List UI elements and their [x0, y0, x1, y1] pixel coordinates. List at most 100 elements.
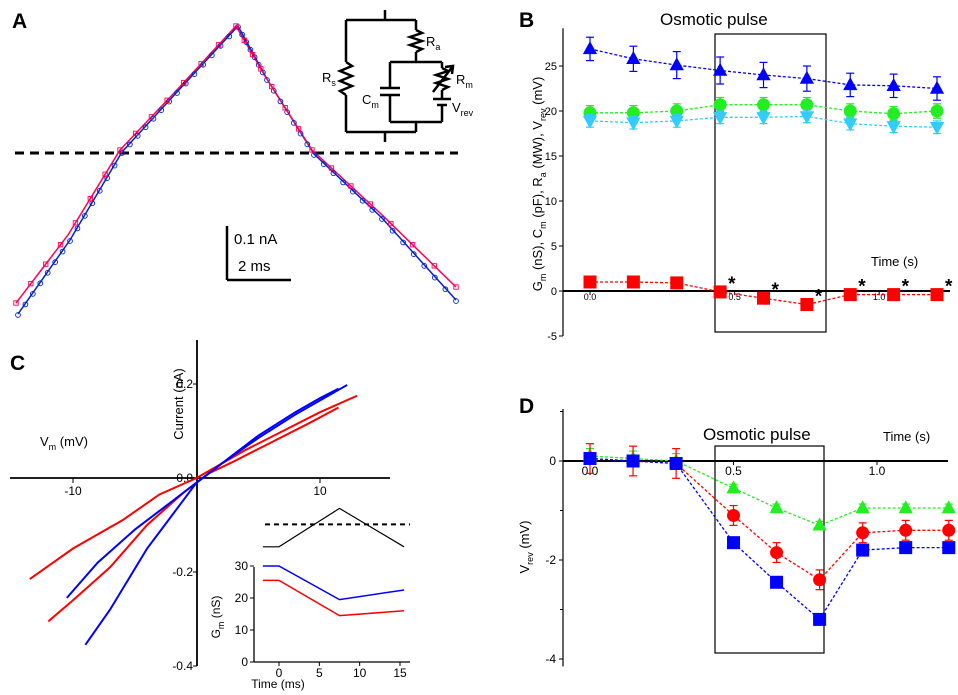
trace-fit-point-27 [215, 42, 222, 48]
trace-fit-point-3 [28, 280, 34, 287]
trace-fit-point-25 [198, 61, 204, 67]
panel-b-series-2-point-7 [843, 104, 857, 118]
panel-c-y-tick-label-3: -0.2 [172, 565, 193, 579]
trace-data-point-28 [226, 33, 233, 40]
panel-c-x-axis-title: Vm (mV) [40, 434, 88, 452]
trace-fit-point-17 [133, 130, 139, 137]
resistor-rs [336, 60, 356, 97]
panel-d-series-2-point-4 [727, 508, 740, 522]
panel-b-series-1-point-4 [712, 62, 728, 76]
panel-d-series-1-point-9 [941, 500, 956, 514]
panel-a-letter: A [12, 10, 27, 33]
panel-b-series-4-point-3 [670, 276, 684, 290]
panel-b-x-tick-label-3: 1.0 [873, 292, 886, 302]
panel-d-series-3-point-4 [727, 536, 740, 550]
panel-d-series-3-line [589, 457, 949, 621]
panel-d-x-tick-label-3: 1.0 [869, 464, 886, 478]
panel-b-x-axis-title: Time (s) [871, 254, 918, 269]
panel-b-series-1-point-1 [582, 41, 598, 55]
variable-resistor-arrow [432, 65, 454, 93]
trace-data-point-57 [453, 298, 459, 304]
panel-d-series-1-point-7 [855, 500, 870, 514]
trace-data-point-4 [37, 280, 44, 287]
trace-data-point-9 [74, 225, 81, 232]
inset-y-tick-label-2: 10 [235, 623, 249, 637]
panel-b-letter: B [519, 9, 534, 32]
panel-b-series-2-point-4 [713, 98, 727, 112]
variable-resistor-arrowhead [444, 64, 455, 75]
trace-data-point-55 [432, 274, 438, 281]
trace-data-point-47 [350, 188, 356, 195]
panel-d-y-tick-label-2: -2 [545, 553, 556, 567]
trace-data-point-36 [264, 77, 270, 83]
panel-d-series-3-point-3 [669, 456, 683, 470]
panel-b-series-4-point-8 [887, 288, 901, 302]
trace-data-point-5 [44, 269, 51, 276]
panel-d-series-2-point-7 [856, 526, 870, 540]
trace-fit-point-7 [57, 242, 64, 248]
panel-c-inset-y-axis-title: Gm (nS) [209, 596, 226, 639]
inset-x-tick-label-2: 5 [316, 666, 323, 680]
panel-d-series-3-point-5 [770, 575, 784, 589]
panel-d-series-2-point-5 [770, 546, 784, 560]
panel-b-series-4-point-2 [626, 275, 640, 289]
panel-b-series-2-point-6 [800, 98, 814, 112]
panel-d-series-3-point-8 [899, 541, 913, 555]
trace-data-point-6 [52, 259, 58, 265]
inset-x-tick-label-1: 0 [276, 666, 283, 680]
panel-c-iv-curve-3 [66, 387, 339, 599]
trace-fit-point-5 [43, 261, 49, 267]
trace-data-point-42 [304, 141, 311, 148]
trace-data-point-8 [67, 238, 73, 244]
trace-fit-point-21 [164, 97, 170, 103]
panel-b-series-4-point-1 [583, 275, 597, 289]
panel-d-pulse-box [714, 445, 825, 654]
trace-data-point-18 [142, 124, 149, 131]
panel-d-x-tick-label-2: 0.5 [725, 464, 742, 478]
panel-c-y-tick-label-1: 0.2 [176, 377, 193, 391]
trace-fit-point-11 [87, 195, 93, 202]
trace-data-point-12 [96, 187, 103, 194]
panel-b-y-tick-label-3: 5 [551, 241, 557, 253]
panel-d-y-tick-label-3: -4 [545, 652, 556, 666]
panel-b-series-3-line [589, 115, 938, 128]
panel-b-y-tick-label-7: 25 [545, 61, 557, 73]
trace-fit-point-37 [269, 83, 275, 90]
panel-b-y-tick-label-4: 10 [545, 196, 557, 208]
panel-b-series-2-point-9 [930, 104, 944, 118]
panel-b-y-tick-label-6: 20 [545, 106, 557, 118]
panel-c-y-tick-label-4: -0.4 [172, 659, 193, 673]
panel-d-series-1-point-8 [898, 500, 913, 514]
trace-data-point-24 [191, 71, 198, 77]
trace-data-point-51 [389, 227, 396, 234]
trace-fit-point-45 [328, 165, 335, 171]
label-rm: Rm [456, 72, 473, 90]
panel-b-significance-star-1: * [728, 274, 736, 295]
panel-a-circuit-labels: Rs Ra Cm Rm Vrev [322, 34, 474, 118]
panel-d-series-1-point-5 [769, 500, 784, 514]
trace-fit-point-35 [258, 66, 264, 72]
panel-d-series-1-point-6 [812, 517, 827, 531]
inset-gm-curve-1 [262, 565, 405, 601]
panel-b-series-1-point-9 [929, 80, 945, 94]
trace-data-point-3 [30, 291, 36, 297]
panel-d-series-3-point-1 [583, 452, 597, 466]
panel-c-plot: -10 100.20.0-0.2-0.4 [10, 340, 390, 673]
trace-data-point-14 [111, 162, 118, 169]
panel-c-inset: 0 5 10 15 0 10 20 30 [235, 507, 410, 680]
panel-b-x-tick-label-2: 0.5 [728, 292, 741, 302]
panel-c-inset-x-axis-title: Time (ms) [251, 677, 305, 691]
inset-y-tick-label-3: 20 [235, 591, 249, 605]
trace-fit-point-23 [181, 79, 187, 86]
panel-b-series-2-line [590, 104, 938, 115]
inset-x-tick-label-3: 10 [353, 666, 367, 680]
trace-data-point-38 [277, 98, 284, 105]
trace-fit-point-41 [295, 126, 302, 132]
trace-fit-point-43 [309, 147, 315, 153]
trace-data-point-54 [421, 263, 428, 269]
panel-b-x-tick-label-1: 0.0 [584, 292, 597, 302]
trace-fit-point-53 [409, 242, 416, 248]
panel-a-circuit [336, 10, 455, 142]
panel-d-pulse-label: Osmotic pulse [703, 425, 811, 444]
